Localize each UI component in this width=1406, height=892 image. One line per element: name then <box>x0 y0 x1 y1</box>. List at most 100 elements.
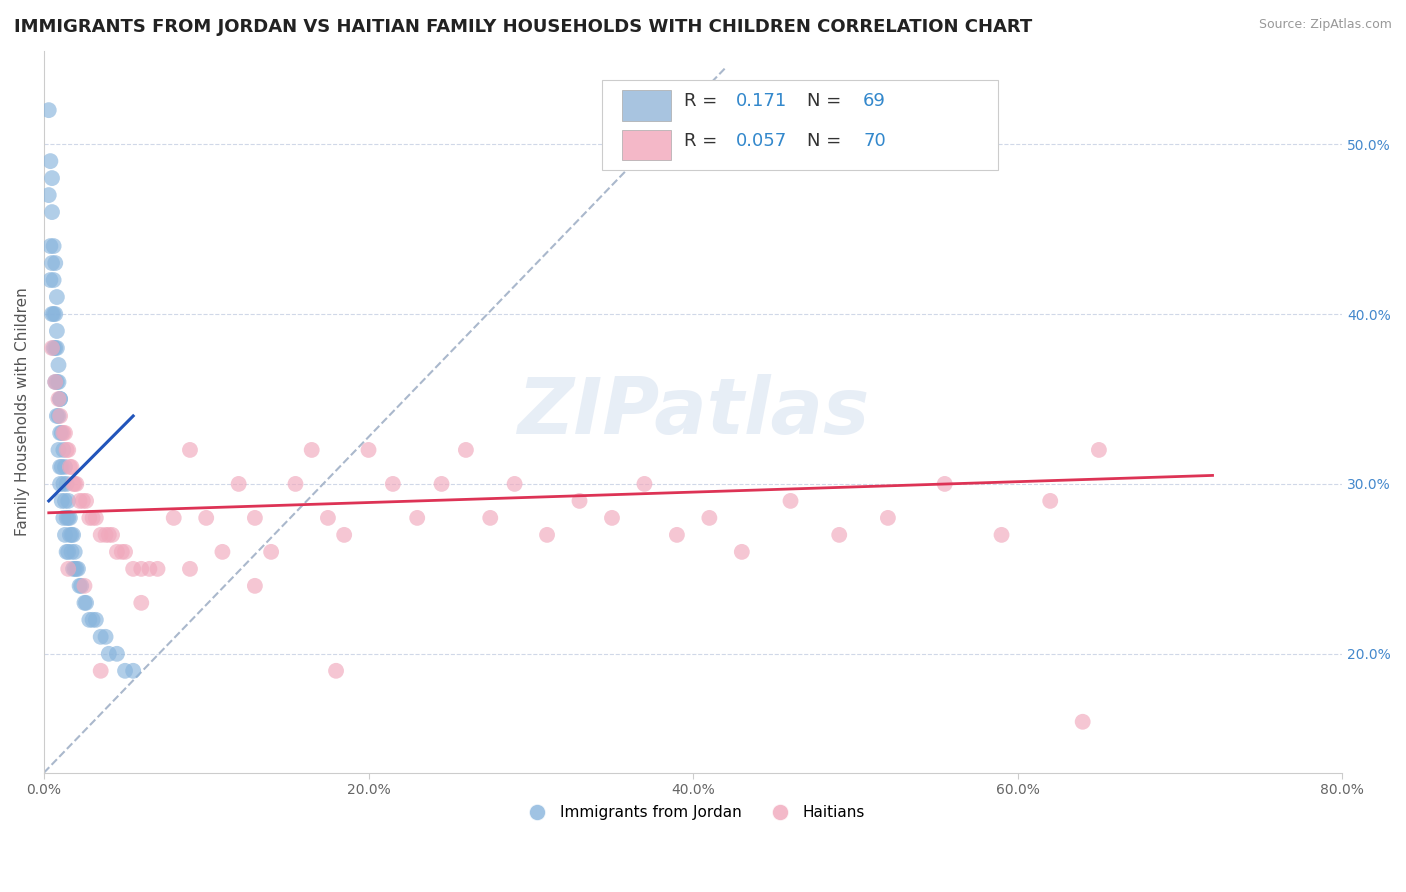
Point <box>48 375 70 389</box>
Point <box>41 205 63 219</box>
Point <box>503 477 526 491</box>
Point <box>731 545 754 559</box>
Text: Source: ZipAtlas.com: Source: ZipAtlas.com <box>1258 18 1392 31</box>
Point <box>122 664 145 678</box>
Point <box>51 459 73 474</box>
Point <box>122 562 145 576</box>
Point <box>42 273 65 287</box>
Point <box>70 579 93 593</box>
Point <box>243 579 266 593</box>
Point <box>58 494 80 508</box>
Point <box>60 459 83 474</box>
Point <box>44 375 66 389</box>
Text: N =: N = <box>807 131 848 150</box>
Point <box>45 341 67 355</box>
Point <box>536 528 558 542</box>
Point <box>301 442 323 457</box>
Point <box>72 494 94 508</box>
Point <box>325 664 347 678</box>
Point <box>59 459 82 474</box>
Point <box>568 494 591 508</box>
Point <box>49 459 72 474</box>
Point <box>45 375 67 389</box>
Point <box>38 188 60 202</box>
Point <box>779 494 801 508</box>
Point <box>52 477 75 491</box>
Point <box>42 239 65 253</box>
Point <box>63 545 86 559</box>
Point <box>69 579 91 593</box>
Point <box>699 511 721 525</box>
Point <box>357 442 380 457</box>
Point <box>228 477 250 491</box>
Point <box>55 511 77 525</box>
Point <box>73 579 96 593</box>
Point <box>49 409 72 423</box>
Point <box>934 477 956 491</box>
Point <box>53 494 76 508</box>
Point <box>55 442 77 457</box>
Point <box>51 494 73 508</box>
Point <box>52 442 75 457</box>
Point <box>665 528 688 542</box>
Point <box>79 613 101 627</box>
Text: N =: N = <box>807 92 848 110</box>
Point <box>333 528 356 542</box>
Point <box>75 494 97 508</box>
Point <box>97 528 120 542</box>
Point <box>65 477 87 491</box>
Text: R =: R = <box>685 92 723 110</box>
Point <box>381 477 404 491</box>
Point <box>129 596 152 610</box>
Point <box>65 562 87 576</box>
Point <box>179 562 201 576</box>
Point <box>94 528 117 542</box>
Point <box>38 103 60 117</box>
Point <box>69 494 91 508</box>
Point <box>211 545 233 559</box>
Point <box>600 511 623 525</box>
Point <box>63 477 86 491</box>
Y-axis label: Family Households with Children: Family Households with Children <box>15 287 30 536</box>
Point <box>41 341 63 355</box>
Point <box>316 511 339 525</box>
Point <box>129 562 152 576</box>
Point <box>39 154 62 169</box>
Point <box>49 425 72 440</box>
Point <box>62 562 84 576</box>
Point <box>138 562 160 576</box>
Point <box>59 528 82 542</box>
Point <box>41 171 63 186</box>
Text: 70: 70 <box>863 131 886 150</box>
Point <box>53 425 76 440</box>
Point <box>90 528 112 542</box>
Point <box>877 511 900 525</box>
Point <box>79 511 101 525</box>
Point <box>73 596 96 610</box>
Point <box>44 307 66 321</box>
Point <box>430 477 453 491</box>
Point <box>51 425 73 440</box>
Point <box>105 647 128 661</box>
Point <box>55 477 77 491</box>
Point <box>163 511 186 525</box>
Point <box>828 528 851 542</box>
Point <box>97 647 120 661</box>
Point <box>48 392 70 406</box>
Text: R =: R = <box>685 131 723 150</box>
Text: 0.171: 0.171 <box>735 92 787 110</box>
Point <box>42 341 65 355</box>
Point <box>45 409 67 423</box>
Point <box>42 307 65 321</box>
Point <box>114 545 136 559</box>
Text: IMMIGRANTS FROM JORDAN VS HAITIAN FAMILY HOUSEHOLDS WITH CHILDREN CORRELATION CH: IMMIGRANTS FROM JORDAN VS HAITIAN FAMILY… <box>14 18 1032 36</box>
Point <box>195 511 218 525</box>
FancyBboxPatch shape <box>602 79 998 169</box>
Point <box>53 459 76 474</box>
Point <box>479 511 502 525</box>
Point <box>58 442 80 457</box>
Point <box>44 256 66 270</box>
Point <box>44 341 66 355</box>
Point <box>1088 442 1111 457</box>
Point <box>406 511 429 525</box>
